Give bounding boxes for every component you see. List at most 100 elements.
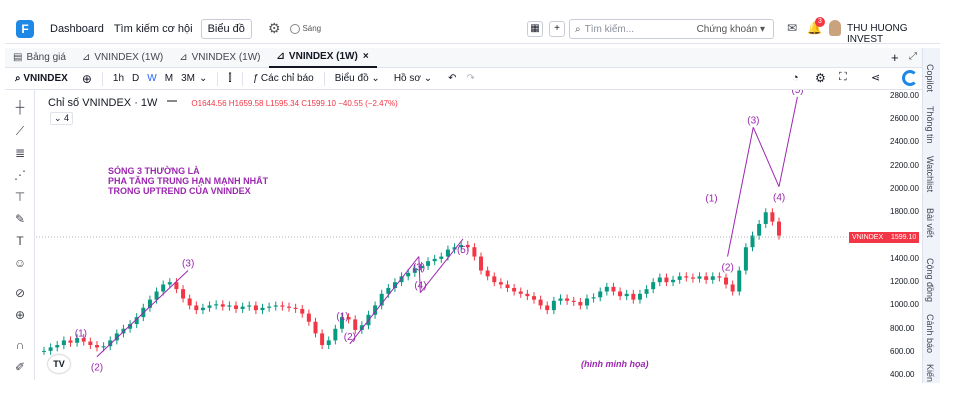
tradingview-logo[interactable]: TV xyxy=(48,355,70,373)
price-chart[interactable]: (1) (2) (3) (1) (2) (3) (4) (5) (1) (2) (3) (4) (5) xyxy=(36,90,882,380)
nav-opportunity-search[interactable]: Tìm kiếm cơ hội xyxy=(113,22,193,35)
y-tick-label: 400.00 xyxy=(890,370,915,380)
candle-body xyxy=(445,249,450,257)
panel-tab-community[interactable]: Cộng đồng xyxy=(925,258,935,303)
layout-grid-icon[interactable]: ▦ xyxy=(527,20,543,37)
legend-collapse-icon[interactable] xyxy=(167,100,178,106)
text-icon[interactable]: T xyxy=(16,234,24,248)
chart-type-dropdown[interactable]: Biểu đồ ⌄ xyxy=(334,73,380,84)
tab-vnindex-active[interactable]: ⊿ VNINDEX (1W) × xyxy=(268,48,377,68)
interval-3m[interactable]: 3M xyxy=(181,73,195,84)
symbol-label: VNINDEX xyxy=(23,73,68,84)
copilot-logo-icon[interactable] xyxy=(902,70,918,86)
interval-dropdown-icon[interactable]: ⌄ xyxy=(198,73,208,84)
interval-w[interactable]: W xyxy=(147,73,157,84)
gear-icon[interactable]: ⚙ xyxy=(267,20,281,36)
snapshot-icon[interactable]: ◔ xyxy=(792,72,799,84)
chart-annotation: SÓNG 3 THƯỜNG LÀ PHA TĂNG TRUNG HẠN MẠNH… xyxy=(108,166,268,196)
candle-body xyxy=(326,340,331,346)
emoji-icon[interactable]: ☺ xyxy=(13,256,27,270)
tab-label: Bảng giá xyxy=(26,52,66,63)
candle-body xyxy=(532,296,536,300)
candle-body xyxy=(459,244,464,248)
panel-tab-alerts[interactable]: Cảnh báo xyxy=(925,314,935,354)
candle-body xyxy=(207,305,212,308)
interval-m[interactable]: M xyxy=(164,73,174,84)
candle-body xyxy=(419,265,424,269)
wave-label: (2) xyxy=(722,263,734,274)
fullscreen-icon[interactable]: ⛶ xyxy=(839,71,847,83)
brush-icon[interactable]: ✎ xyxy=(14,212,26,226)
chart-legend: Chỉ số VNINDEX · 1W O1644.56 H1659.58 L1… xyxy=(48,97,398,109)
wave-label: (5) xyxy=(457,245,469,256)
y-tick-label: 2000.00 xyxy=(890,183,919,193)
candle-body xyxy=(591,297,596,299)
chat-icon[interactable]: ✉ xyxy=(787,21,798,35)
candle-body xyxy=(743,247,748,271)
tab-price-board[interactable]: ▤ Bảng giá xyxy=(5,48,74,68)
magnet-icon[interactable]: ∩ xyxy=(15,338,25,352)
nav-dashboard[interactable]: Dashboard xyxy=(50,22,104,35)
panel-tab-watchlist[interactable]: Watchlist xyxy=(925,156,935,193)
profile-dropdown[interactable]: Hồ sơ ⌄ xyxy=(393,73,433,84)
collapse-count: 4 xyxy=(64,113,70,123)
candle-body xyxy=(346,317,351,320)
interval-1h[interactable]: 1h xyxy=(112,73,125,84)
indicators-button[interactable]: ƒ Các chỉ báo xyxy=(253,73,314,84)
candle-body xyxy=(154,291,159,300)
indicators-collapse[interactable]: ⌄ 4 xyxy=(50,112,74,125)
panel-tab-more[interactable]: Kiến xyxy=(925,364,935,383)
candle-body xyxy=(724,277,729,285)
panel-tab-articles[interactable]: Bài viết xyxy=(925,208,935,238)
candle-body xyxy=(479,256,484,271)
share-icon[interactable]: ⋖ xyxy=(871,72,881,84)
panel-tab-info[interactable]: Thông tin xyxy=(925,106,935,144)
candle-body xyxy=(611,286,616,292)
candle-body xyxy=(750,235,755,248)
tab-vnindex-1[interactable]: ⊿ VNINDEX (1W) xyxy=(74,48,171,68)
tab-vnindex-2[interactable]: ⊿ VNINDEX (1W) xyxy=(171,48,268,68)
wave-line xyxy=(778,96,798,187)
redo-icon[interactable]: ↷ xyxy=(466,73,475,84)
lock-icon[interactable]: ✐ xyxy=(14,360,26,374)
pattern-icon[interactable]: ⋰ xyxy=(14,168,26,182)
ruler-icon[interactable]: ⊘ xyxy=(14,286,26,300)
user-name[interactable]: THU HUONG INVEST xyxy=(847,23,908,45)
avatar[interactable] xyxy=(829,20,841,36)
panel-tab-copilot[interactable]: Copilot xyxy=(925,64,935,93)
nav-chart-button[interactable]: Biểu đồ xyxy=(200,18,252,39)
expand-icon[interactable]: ⤢ xyxy=(909,51,917,62)
candle-body xyxy=(571,300,576,302)
candle-body xyxy=(227,305,232,307)
candle-body xyxy=(578,301,583,306)
top-navbar: F Dashboard Tìm kiếm cơ hội Biểu đồ ⚙ Sá… xyxy=(5,14,940,45)
compare-plus-icon[interactable]: ⊕ xyxy=(81,71,92,86)
app-logo[interactable]: F xyxy=(16,19,34,38)
wave-label: (4) xyxy=(773,193,785,204)
search-input[interactable]: ⌕ Tìm kiếm... Chứng khoán ▾ xyxy=(569,19,774,39)
close-icon[interactable]: × xyxy=(362,51,369,62)
settings-icon[interactable]: ⚙ xyxy=(815,71,826,85)
add-icon[interactable]: + xyxy=(549,20,565,37)
candle-body xyxy=(671,279,676,283)
interval-d[interactable]: D xyxy=(132,73,140,84)
wave-label: (1) xyxy=(75,328,87,339)
fx-icon: ƒ xyxy=(252,73,261,84)
theme-toggle[interactable]: Sáng xyxy=(290,23,321,34)
price-tag-value: 1599.10 xyxy=(891,234,917,241)
legend-title[interactable]: Chỉ số VNINDEX · 1W xyxy=(48,97,158,109)
symbol-search[interactable]: ⌕ VNINDEX xyxy=(15,73,68,84)
projection-icon[interactable]: ⊤ xyxy=(14,190,26,204)
candle-body xyxy=(293,307,298,309)
fib-icon[interactable]: ≣ xyxy=(14,146,26,160)
trendline-icon[interactable]: ⟋ xyxy=(15,124,25,138)
add-tab-icon[interactable]: + xyxy=(891,50,899,65)
zoom-icon[interactable]: ⊕ xyxy=(14,308,26,322)
bar-style-icon[interactable]: ⫿ xyxy=(228,73,232,84)
search-category-select[interactable]: Chứng khoán ▾ xyxy=(696,23,765,35)
candle-body xyxy=(684,276,689,278)
crosshair-icon[interactable]: ┼ xyxy=(15,100,25,114)
undo-icon[interactable]: ↶ xyxy=(448,73,457,84)
candle-body xyxy=(353,319,358,330)
wave-label: (1) xyxy=(336,311,348,322)
